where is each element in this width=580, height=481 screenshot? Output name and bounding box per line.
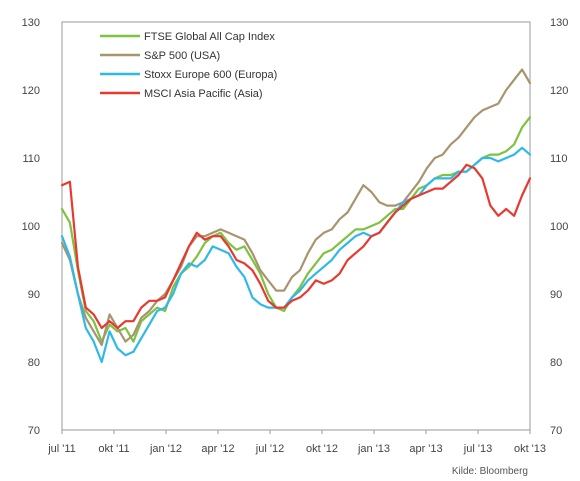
x-tick-label: jan '13 [357,443,390,455]
series-layer [60,68,532,364]
legend-label: FTSE Global All Cap Index [144,31,275,43]
x-tick-label: okt '12 [306,443,338,455]
x-axis: jul '11 okt '11 jan '12 apr '12 jul '12 okt '… [47,430,546,455]
y-tick-label-left: 70 [28,425,40,437]
y-tick-label-right: 120 [550,85,568,97]
y-tick-label-left: 110 [22,153,40,165]
x-tick-label: jul '12 [255,443,284,455]
x-tick-label: okt '13 [514,443,546,455]
series-line-2 [60,68,532,347]
y-tick-label-left: 130 [22,17,40,29]
y-tick-label-left: 90 [28,289,40,301]
x-tick-label: jul '11 [47,443,76,455]
y-tick-label-right: 110 [550,153,568,165]
y-tick-label-right: 80 [550,357,562,369]
y-tick-label-left: 100 [22,221,40,233]
x-tick-label: jul '13 [463,443,492,455]
series-line-4 [60,163,532,330]
y-tick-label-right: 70 [550,425,562,437]
y-tick-label-left: 80 [28,357,40,369]
y-tick-label-right: 100 [550,221,568,233]
legend-label: S&P 500 (USA) [144,50,220,62]
legend-label: Stoxx Europe 600 (Europa) [144,69,277,81]
x-tick-label: apr '13 [409,443,442,455]
x-tick-label: jan '12 [149,443,182,455]
x-tick-label: okt '11 [98,443,129,455]
right-axis: 70 80 90 100 110 120 130 [550,17,568,437]
legend: FTSE Global All Cap Index S&P 500 (USA) St… [100,31,277,100]
plot-area [61,21,531,431]
y-tick-label-left: 120 [22,85,40,97]
legend-label: MSCI Asia Pacific (Asia) [144,88,263,100]
y-tick-label-right: 130 [550,17,568,29]
x-tick-label: apr '12 [201,443,234,455]
y-tick-label-right: 90 [550,289,562,301]
source-note: Kilde: Bloomberg [452,466,528,477]
left-axis: 70 80 90 100 110 120 130 [22,17,40,437]
series-line-3 [60,146,532,364]
series-line-1 [60,116,532,343]
